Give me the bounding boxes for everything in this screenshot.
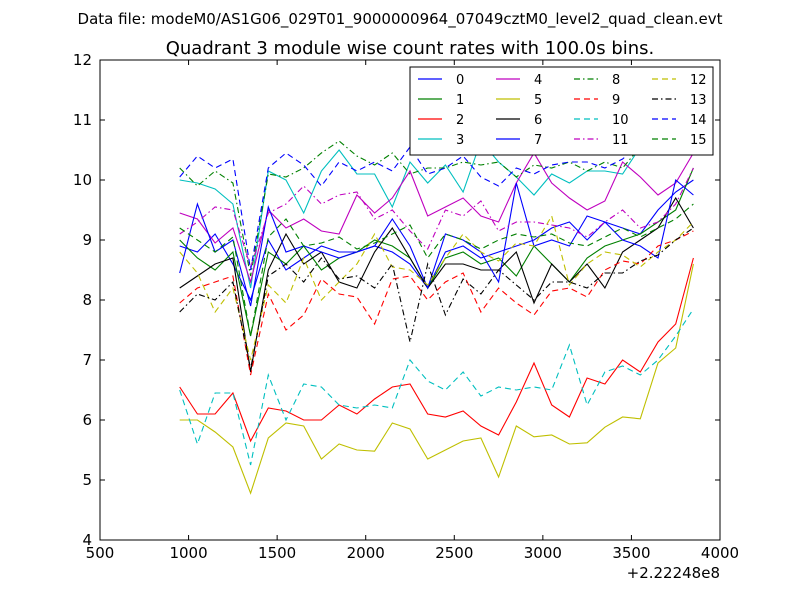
legend-label-8: 8 bbox=[612, 73, 620, 88]
y-tick-label: 8 bbox=[82, 291, 92, 309]
series-line-2 bbox=[179, 257, 694, 443]
x-tick-label: 3500 bbox=[612, 544, 650, 562]
y-tick-label: 9 bbox=[82, 231, 92, 249]
series-line-13 bbox=[179, 227, 694, 370]
chart-suptitle: Data file: modeM0/AS1G06_029T01_90000009… bbox=[78, 10, 723, 29]
series-layer bbox=[179, 89, 694, 495]
x-tick-label: 3000 bbox=[524, 544, 562, 562]
series-line-3 bbox=[179, 101, 694, 289]
legend-label-13: 13 bbox=[690, 93, 707, 108]
y-tick-label: 6 bbox=[82, 411, 92, 429]
legend-label-12: 12 bbox=[690, 73, 707, 88]
series-line-15 bbox=[179, 203, 694, 337]
y-tick-label: 5 bbox=[82, 471, 92, 489]
series-line-8 bbox=[179, 89, 694, 277]
legend-label-9: 9 bbox=[612, 93, 620, 108]
series-line-6 bbox=[179, 196, 694, 373]
x-tick-label: 2000 bbox=[347, 544, 385, 562]
x-offset-label: +2.22248e8 bbox=[627, 564, 720, 582]
legend-label-5: 5 bbox=[534, 93, 542, 108]
y-tick-label: 4 bbox=[82, 531, 92, 549]
legend-label-11: 11 bbox=[612, 133, 629, 148]
legend-label-14: 14 bbox=[690, 113, 707, 128]
series-line-0 bbox=[179, 179, 694, 302]
x-tick-label: 500 bbox=[86, 544, 115, 562]
legend-box bbox=[409, 66, 714, 156]
y-tick-label: 12 bbox=[73, 51, 92, 69]
y-tick-label: 7 bbox=[82, 351, 92, 369]
series-line-11 bbox=[179, 167, 694, 269]
x-tick-label: 4000 bbox=[701, 544, 739, 562]
legend-label-10: 10 bbox=[612, 113, 629, 128]
x-tick-label: 2500 bbox=[435, 544, 473, 562]
legend-label-7: 7 bbox=[534, 133, 542, 148]
y-tick-label: 10 bbox=[73, 171, 92, 189]
y-tick-label: 11 bbox=[73, 111, 92, 129]
legend-label-15: 15 bbox=[690, 133, 707, 148]
legend-label-1: 1 bbox=[456, 93, 464, 108]
series-line-7 bbox=[179, 178, 694, 307]
legend-label-4: 4 bbox=[534, 73, 542, 88]
x-tick-label: 1000 bbox=[169, 544, 207, 562]
x-tick-label: 1500 bbox=[258, 544, 296, 562]
series-line-9 bbox=[179, 230, 694, 376]
ticks-layer: 500 1000 1500 2000 2500 3000 3500 4000456789101… bbox=[73, 51, 739, 562]
legend-label-2: 2 bbox=[456, 113, 464, 128]
series-line-1 bbox=[179, 167, 694, 337]
series-line-12 bbox=[179, 214, 694, 361]
legend-label-6: 6 bbox=[534, 113, 542, 128]
series-line-5 bbox=[179, 263, 694, 495]
legend-label-3: 3 bbox=[456, 133, 464, 148]
chart-title: Quadrant 3 module wise count rates with … bbox=[166, 38, 655, 59]
legend-label-0: 0 bbox=[456, 73, 464, 88]
